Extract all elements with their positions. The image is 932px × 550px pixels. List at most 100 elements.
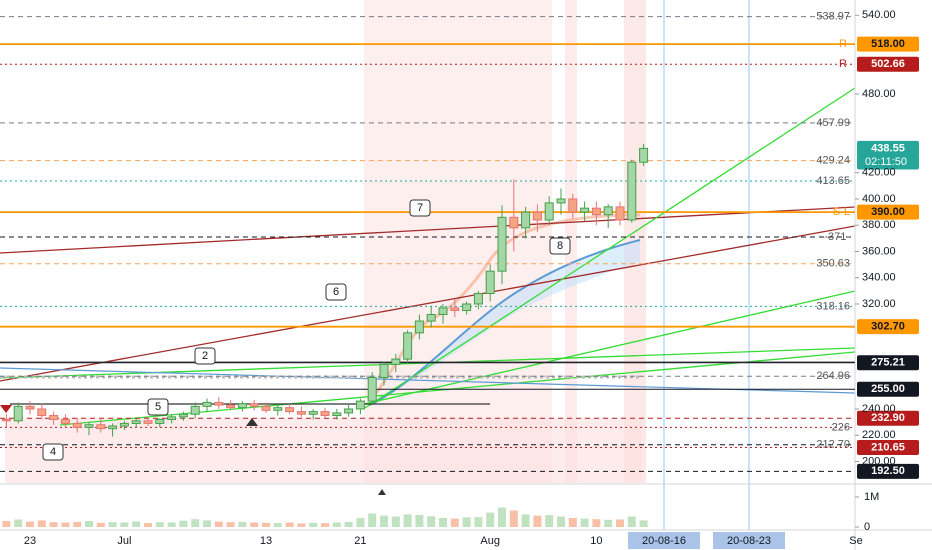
candle-body [296, 411, 306, 415]
candle-body [379, 363, 389, 378]
price-line-label: 413.65 [816, 175, 850, 187]
price-line-marker: S-L [833, 206, 850, 218]
candle-body [84, 424, 94, 428]
candle-body [308, 411, 318, 415]
date-tag [713, 532, 785, 549]
candle-body [438, 307, 448, 315]
y-tick-label: 220.00 [862, 429, 896, 441]
candle-body [72, 422, 82, 428]
volume-tick-label: 0 [864, 521, 870, 533]
candle-body [178, 413, 188, 418]
price-line-label: 429.24 [816, 155, 850, 167]
callout-label: 7 [417, 202, 423, 214]
volume-bar [533, 515, 542, 527]
y-tick-label: 480.00 [862, 88, 896, 100]
callout-label: 2 [202, 350, 208, 362]
y-tick-label: 540.00 [862, 9, 896, 21]
volume-tick-label: 1M [864, 491, 879, 503]
volume-bar [214, 521, 223, 527]
price-line-marker: R [839, 38, 847, 50]
volume-bar [250, 522, 259, 527]
candle-body [403, 332, 413, 360]
volume-bar [498, 507, 506, 527]
price-line-label: 457.99 [816, 117, 850, 129]
price-line-label: 538.97 [816, 10, 850, 22]
trend-line [364, 87, 856, 409]
callout [409, 199, 431, 217]
volume-bar [604, 519, 613, 527]
volume-bar [486, 512, 495, 527]
candle-body [226, 404, 236, 409]
volume-bar [627, 516, 636, 527]
volume-bar [132, 521, 141, 527]
volume-bar [14, 519, 23, 527]
candle-body [13, 405, 23, 422]
price-line-label: 226 [832, 421, 850, 433]
candle-body [473, 292, 483, 305]
candle-body [603, 206, 613, 216]
volume-bar [415, 515, 424, 527]
marker [0, 405, 12, 413]
candle-body [426, 313, 436, 322]
volume-bar [96, 522, 105, 527]
volume-bar [49, 522, 58, 527]
zone [364, 0, 552, 483]
candle-body [580, 207, 590, 213]
candle-body [108, 425, 118, 430]
callout [194, 347, 216, 365]
y-tick-label: 320.00 [862, 298, 896, 310]
price-line-marker: R [839, 58, 847, 70]
volume-bar [474, 517, 483, 527]
price-tag-label: 275.21 [871, 357, 905, 369]
price-tag [857, 36, 919, 52]
candle-body [332, 412, 342, 417]
volume-bar [403, 514, 412, 527]
candle-body [37, 408, 47, 417]
price-tag [857, 56, 919, 72]
price-tag-label: 518.00 [871, 38, 905, 50]
date-tag-label: 20-08-23 [727, 535, 771, 547]
volume-bar [592, 519, 601, 527]
volume-bar [639, 520, 648, 527]
volume-bar [73, 521, 82, 527]
x-tick-label: Jul [117, 535, 131, 547]
x-tick-label: 13 [260, 535, 272, 547]
candle-body [485, 270, 495, 294]
price-tag [857, 140, 919, 156]
date-tag [628, 532, 700, 549]
volume-bar [155, 522, 164, 527]
volume-bar [297, 523, 306, 527]
candle-body [544, 202, 554, 221]
countdown-box [857, 154, 919, 170]
y-tick-label: 240.00 [862, 403, 896, 415]
volume-bar [273, 523, 282, 527]
price-tag-label: 232.90 [871, 412, 905, 424]
volume-bar [85, 521, 93, 527]
price-tag-label: 302.70 [871, 321, 905, 333]
candle-body [497, 216, 507, 272]
candle-body [49, 415, 59, 420]
x-tick-label: Se [849, 535, 862, 547]
price-tag [857, 204, 919, 220]
volume-bar [167, 522, 176, 527]
candle-body [320, 411, 330, 417]
candle-body [1, 418, 11, 422]
price-tag [857, 439, 919, 455]
volume-bar [439, 518, 447, 527]
volume-bar [321, 523, 329, 527]
callout [549, 237, 571, 255]
y-tick-label: 340.00 [862, 272, 896, 284]
candle-body [167, 416, 177, 420]
x-tick-label: 23 [24, 535, 36, 547]
trend-line [0, 225, 856, 382]
volume-bar [179, 520, 188, 527]
volume-bar [545, 515, 554, 527]
candle-body [273, 407, 283, 411]
x-tick-label: 10 [590, 535, 602, 547]
volume-bar [37, 520, 46, 527]
ma-band [370, 240, 640, 405]
candle-body [131, 420, 141, 424]
volume-bar [203, 520, 211, 527]
candle-body [462, 303, 472, 312]
